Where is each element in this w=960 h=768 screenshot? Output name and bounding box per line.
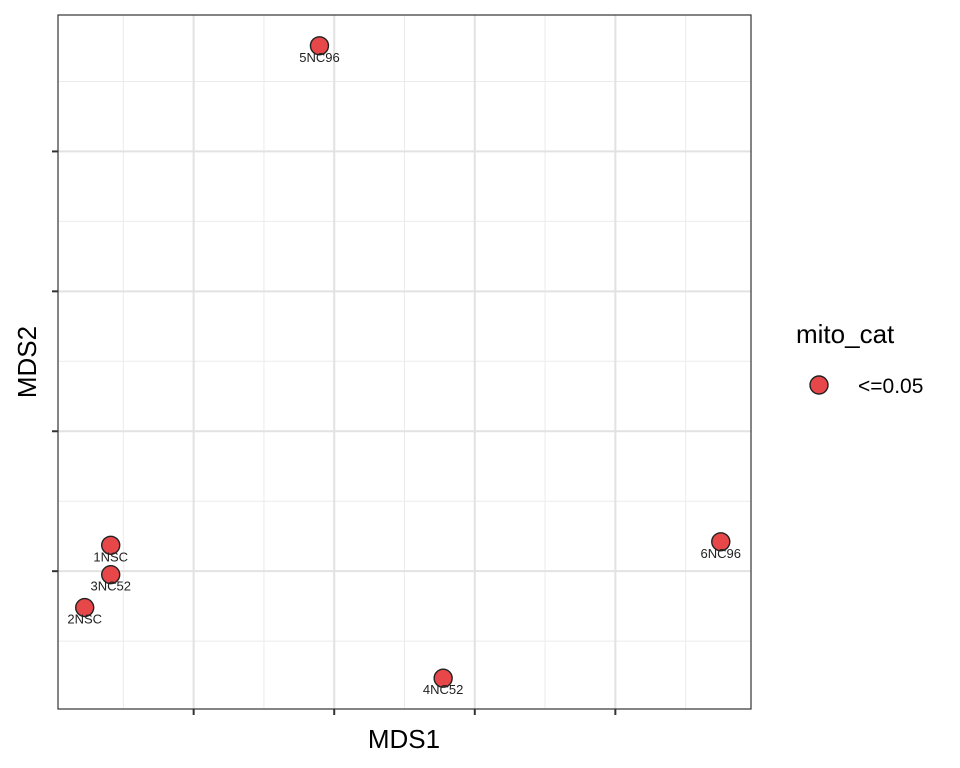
legend: mito_cat <=0.05 [796,319,923,398]
data-point-1NSC [101,535,121,555]
legend-key-marker [809,375,829,395]
point-label-1NSC: 1NSC [93,549,128,564]
data-point-2NSC [75,597,95,618]
data-point-3NC52 [101,564,121,585]
x-axis-title: MDS1 [368,724,440,754]
legend-title: mito_cat [796,319,895,349]
point-label-4NC52: 4NC52 [423,682,463,697]
y-axis-title: MDS2 [12,326,42,398]
point-label-5NC96: 5NC96 [299,50,339,65]
major-gridlines [58,15,751,709]
data-point-6NC96 [711,532,731,552]
plot-panel-border [57,14,752,710]
point-label-3NC52: 3NC52 [90,579,130,594]
data-point-5NC96 [309,36,330,56]
data-points [75,36,731,688]
data-point-4NC52 [433,668,453,688]
minor-gridlines [58,15,751,709]
legend-entry-label: <=0.05 [858,375,923,398]
point-label-6NC96: 6NC96 [701,546,741,561]
point-labels: 5NC96 1NSC 3NC52 2NSC 6NC96 4NC52 [67,50,741,697]
point-label-2NSC: 2NSC [67,612,102,627]
axis-ticks [52,150,617,715]
